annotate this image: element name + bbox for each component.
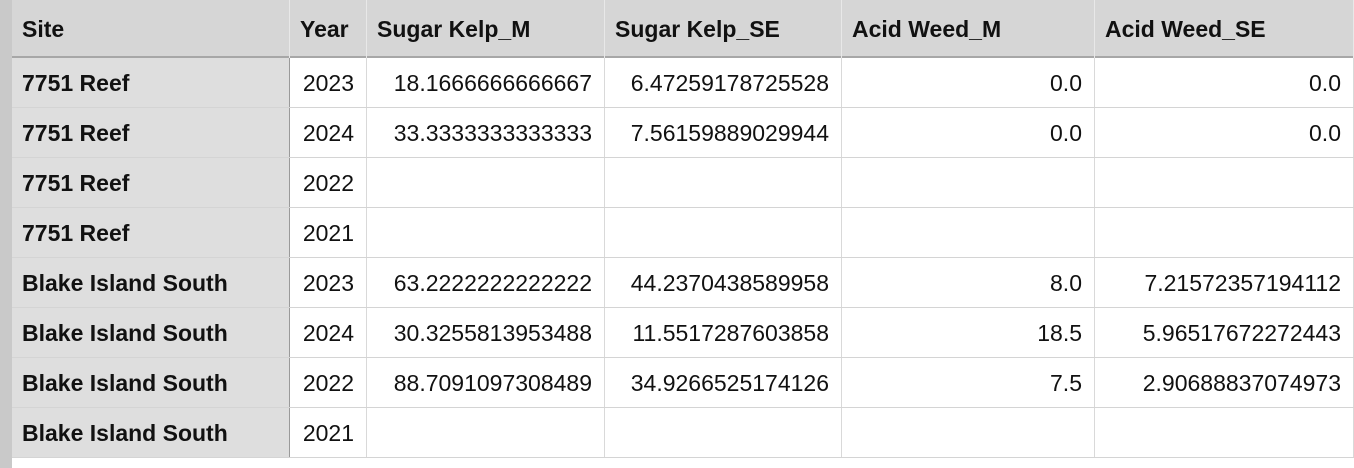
row-divider bbox=[0, 257, 1354, 258]
acid-weed-se-cell[interactable]: 0.0 bbox=[1095, 58, 1354, 108]
acid-weed-m-cell[interactable] bbox=[842, 158, 1095, 208]
acid-weed-se-cell[interactable]: 5.96517672272443 bbox=[1095, 308, 1354, 358]
year-cell[interactable]: 2023 bbox=[290, 58, 367, 108]
sugar-kelp-m-cell[interactable]: 18.1666666666667 bbox=[367, 58, 605, 108]
sugar-kelp-se-cell[interactable] bbox=[605, 408, 842, 458]
sugar-kelp-se-cell[interactable]: 7.56159889029944 bbox=[605, 108, 842, 158]
sugar-kelp-se-cell[interactable]: 6.47259178725528 bbox=[605, 58, 842, 108]
sugar-kelp-m-cell[interactable]: 63.2222222222222 bbox=[367, 258, 605, 308]
row-divider bbox=[0, 457, 1354, 458]
header-year[interactable]: Year bbox=[290, 0, 367, 58]
acid-weed-m-cell[interactable]: 0.0 bbox=[842, 108, 1095, 158]
acid-weed-m-cell[interactable]: 18.5 bbox=[842, 308, 1095, 358]
header-sugar-kelp-m[interactable]: Sugar Kelp_M bbox=[367, 0, 605, 58]
left-border bbox=[0, 0, 12, 468]
acid-weed-se-cell[interactable] bbox=[1095, 158, 1354, 208]
year-cell[interactable]: 2024 bbox=[290, 108, 367, 158]
sugar-kelp-m-cell[interactable]: 33.3333333333333 bbox=[367, 108, 605, 158]
row-divider bbox=[0, 407, 1354, 408]
year-cell[interactable]: 2024 bbox=[290, 308, 367, 358]
sugar-kelp-se-cell[interactable] bbox=[605, 208, 842, 258]
site-cell[interactable]: Blake Island South bbox=[12, 308, 290, 358]
row-divider bbox=[0, 207, 1354, 208]
site-cell[interactable]: 7751 Reef bbox=[12, 208, 290, 258]
header-acid-weed-se[interactable]: Acid Weed_SE bbox=[1095, 0, 1354, 58]
acid-weed-se-cell[interactable]: 2.90688837074973 bbox=[1095, 358, 1354, 408]
sugar-kelp-se-cell[interactable]: 11.5517287603858 bbox=[605, 308, 842, 358]
site-cell[interactable]: 7751 Reef bbox=[12, 58, 290, 108]
year-cell[interactable]: 2021 bbox=[290, 408, 367, 458]
sugar-kelp-m-cell[interactable]: 30.3255813953488 bbox=[367, 308, 605, 358]
acid-weed-se-cell[interactable] bbox=[1095, 408, 1354, 458]
row-divider bbox=[0, 157, 1354, 158]
site-cell[interactable]: Blake Island South bbox=[12, 408, 290, 458]
row-divider bbox=[0, 107, 1354, 108]
header-sugar-kelp-se[interactable]: Sugar Kelp_SE bbox=[605, 0, 842, 58]
site-cell[interactable]: Blake Island South bbox=[12, 358, 290, 408]
sugar-kelp-se-cell[interactable] bbox=[605, 158, 842, 208]
acid-weed-se-cell[interactable]: 0.0 bbox=[1095, 108, 1354, 158]
sugar-kelp-m-cell[interactable] bbox=[367, 208, 605, 258]
acid-weed-m-cell[interactable]: 7.5 bbox=[842, 358, 1095, 408]
acid-weed-m-cell[interactable] bbox=[842, 408, 1095, 458]
acid-weed-se-cell[interactable]: 7.21572357194112 bbox=[1095, 258, 1354, 308]
sugar-kelp-se-cell[interactable]: 44.2370438589958 bbox=[605, 258, 842, 308]
acid-weed-se-cell[interactable] bbox=[1095, 208, 1354, 258]
year-cell[interactable]: 2023 bbox=[290, 258, 367, 308]
site-cell[interactable]: 7751 Reef bbox=[12, 108, 290, 158]
year-cell[interactable]: 2021 bbox=[290, 208, 367, 258]
header-row: Site Year Sugar Kelp_M Sugar Kelp_SE Aci… bbox=[0, 0, 1354, 58]
acid-weed-m-cell[interactable] bbox=[842, 208, 1095, 258]
sugar-kelp-m-cell[interactable]: 88.7091097308489 bbox=[367, 358, 605, 408]
site-cell[interactable]: Blake Island South bbox=[12, 258, 290, 308]
header-site[interactable]: Site bbox=[12, 0, 290, 58]
row-divider bbox=[0, 357, 1354, 358]
header-acid-weed-m[interactable]: Acid Weed_M bbox=[842, 0, 1095, 58]
year-cell[interactable]: 2022 bbox=[290, 158, 367, 208]
row-divider bbox=[0, 307, 1354, 308]
acid-weed-m-cell[interactable]: 0.0 bbox=[842, 58, 1095, 108]
site-cell[interactable]: 7751 Reef bbox=[12, 158, 290, 208]
sugar-kelp-m-cell[interactable] bbox=[367, 158, 605, 208]
year-cell[interactable]: 2022 bbox=[290, 358, 367, 408]
sugar-kelp-se-cell[interactable]: 34.9266525174126 bbox=[605, 358, 842, 408]
acid-weed-m-cell[interactable]: 8.0 bbox=[842, 258, 1095, 308]
sugar-kelp-m-cell[interactable] bbox=[367, 408, 605, 458]
